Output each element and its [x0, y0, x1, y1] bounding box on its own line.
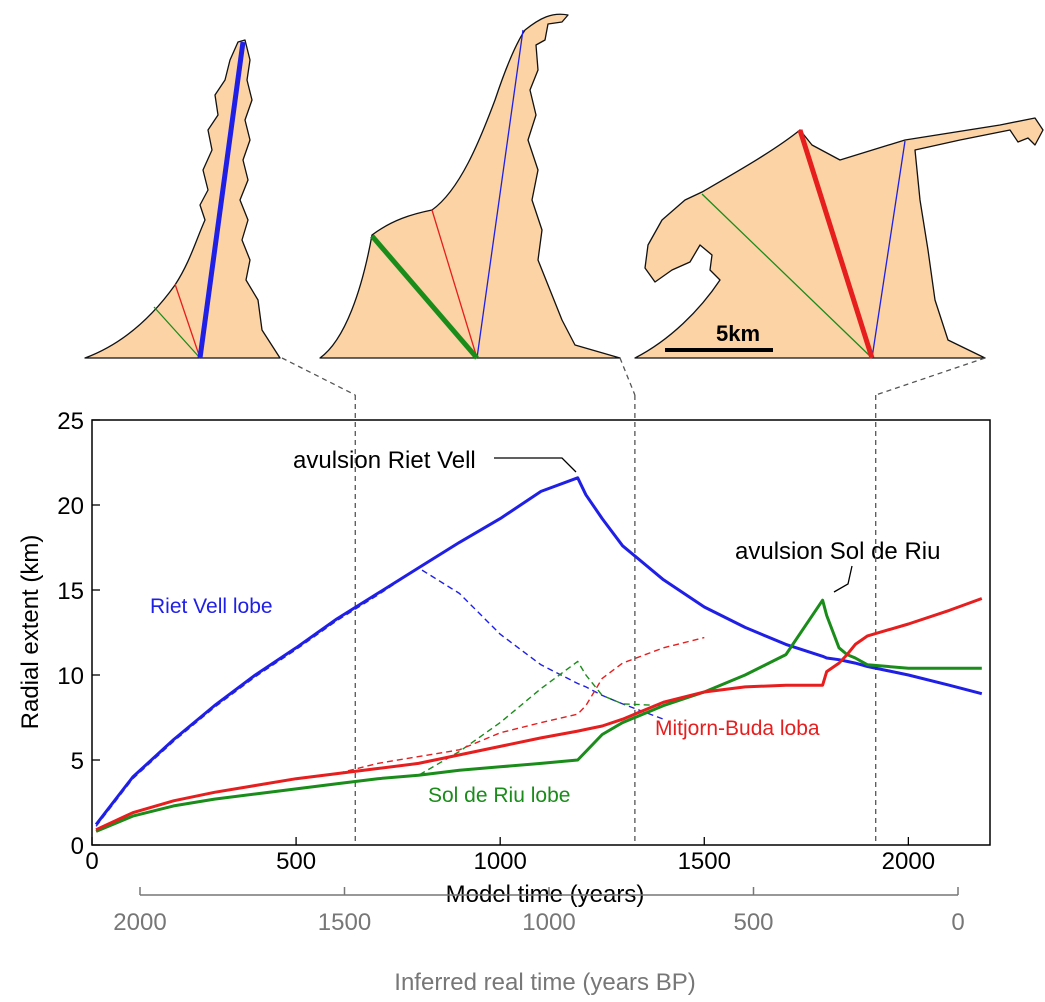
series-line	[95, 597, 983, 832]
map-snapshot-2	[319, 13, 621, 360]
x-tick-label: 0	[85, 848, 98, 875]
x2-tick-label: 1500	[318, 909, 371, 936]
x2-axis-label: Inferred real time (years BP)	[394, 969, 695, 996]
x2-tick-label: 0	[951, 909, 964, 936]
y-tick-label: 0	[71, 833, 84, 860]
scale-bar-label: 5km	[716, 321, 760, 346]
x2-tick-label: 1000	[522, 909, 575, 936]
map-snapshot-3: 5km	[634, 117, 1044, 359]
connectors	[281, 357, 986, 396]
x-tick-label: 500	[276, 848, 316, 875]
y-tick-label: 20	[57, 493, 84, 520]
annotation-leader	[833, 565, 853, 593]
x2-tick-label: 2000	[113, 909, 166, 936]
x-tick-label: 1000	[473, 848, 526, 875]
y-tick-label: 15	[57, 578, 84, 605]
x-tick-label: 2000	[882, 848, 935, 875]
series-label: Mitjorn-Buda loba	[655, 717, 820, 740]
annotation: avulsion Sol de Riu	[735, 538, 940, 565]
plot-frame	[91, 419, 991, 846]
x2-tick-label: 500	[733, 909, 773, 936]
series-label: Riet Vell lobe	[150, 595, 273, 618]
series-line	[94, 476, 983, 826]
y-tick-label: 5	[71, 748, 84, 775]
annotation-leader	[494, 457, 577, 473]
series-label: Sol de Riu lobe	[428, 784, 570, 807]
series-line	[95, 598, 982, 833]
y-axis-label: Radial extent (km)	[17, 535, 44, 730]
y-tick-label: 10	[57, 663, 84, 690]
series-line	[95, 636, 705, 831]
annotation: avulsion Riet Vell	[293, 447, 476, 474]
map-snapshot-1	[84, 39, 281, 359]
x-tick-label: 1500	[678, 848, 731, 875]
y-tick-label: 25	[57, 408, 84, 435]
